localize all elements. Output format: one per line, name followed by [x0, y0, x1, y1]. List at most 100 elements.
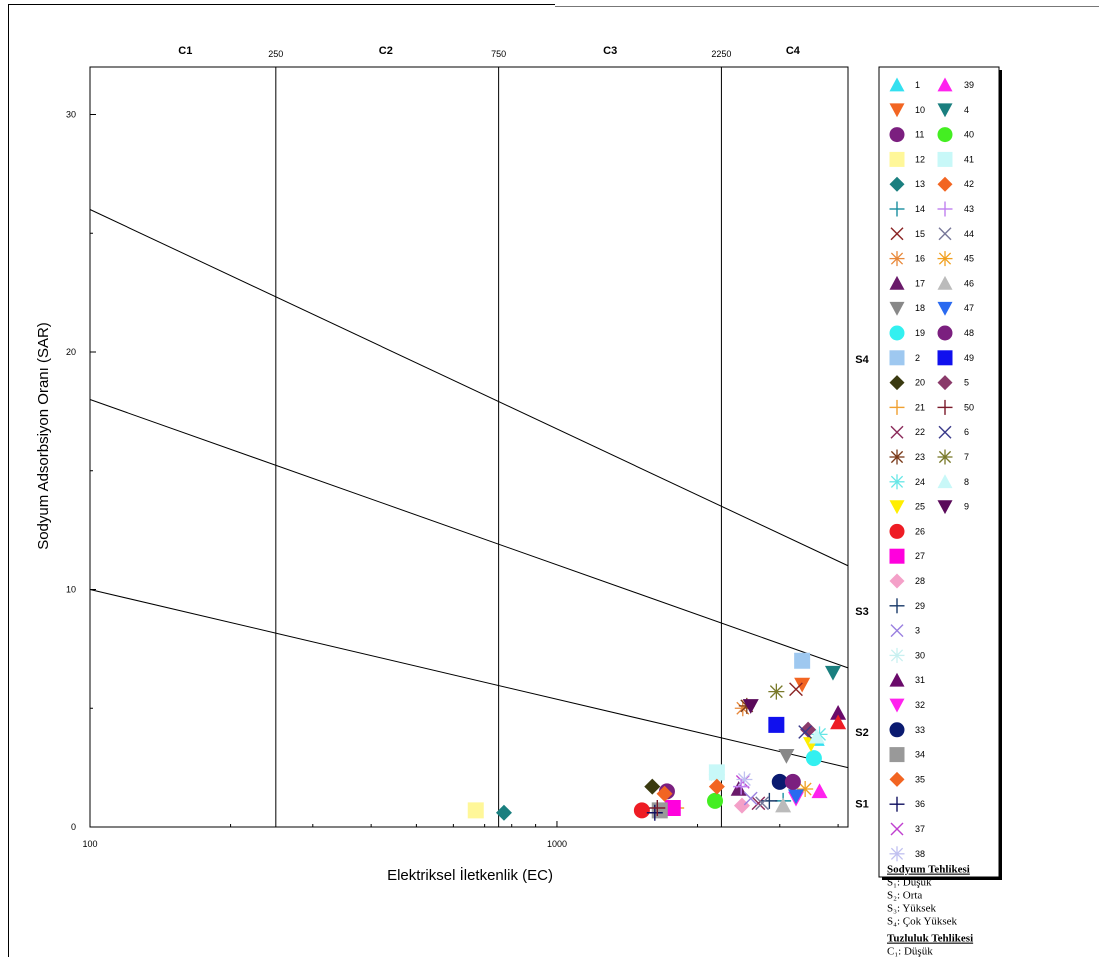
data-point-9 — [742, 699, 759, 714]
marker-shape — [771, 773, 788, 790]
legend-label-7: 7 — [964, 452, 969, 462]
marker-shape — [890, 822, 904, 836]
salinity-hazard-item: C₁: Düşük — [887, 946, 933, 957]
marker-shape — [889, 350, 905, 366]
data-point-35 — [656, 785, 673, 802]
frame-border-top — [8, 4, 555, 5]
salinity-boundary-label: 750 — [491, 49, 506, 59]
marker-shape — [890, 475, 904, 488]
legend-label-46: 46 — [964, 278, 974, 288]
marker-shape — [937, 151, 953, 167]
legend-box — [878, 66, 1000, 878]
marker-shape — [937, 500, 953, 515]
data-point-38 — [736, 771, 753, 788]
legend-label-31: 31 — [915, 675, 925, 685]
legend-label-11: 11 — [915, 130, 924, 140]
legend-marker-10 — [889, 103, 905, 118]
sodium-hazard-item: S₂: Orta — [887, 890, 922, 902]
marker-shape — [889, 672, 905, 687]
sodium-hazard-item: S₄: Çok Yüksek — [887, 916, 958, 928]
legend-marker-47 — [937, 301, 953, 316]
legend-label-29: 29 — [915, 601, 925, 611]
marker-shape — [937, 301, 953, 316]
legend-label-17: 17 — [915, 278, 925, 288]
sodium-hazard-item: S₃: Yüksek — [887, 903, 936, 915]
marker-shape — [737, 773, 751, 786]
data-point-10 — [794, 677, 811, 693]
plot-frame — [89, 66, 849, 828]
marker-shape — [937, 325, 953, 341]
legend-label-13: 13 — [915, 179, 925, 189]
marker-shape — [755, 796, 770, 811]
salinity-class-label: C3 — [603, 45, 617, 57]
legend-label-20: 20 — [915, 378, 925, 388]
sodium-class-label: S2 — [855, 727, 868, 739]
legend-marker-50 — [937, 399, 953, 415]
legend-label-41: 41 — [964, 154, 974, 164]
marker-shape — [664, 800, 681, 816]
salinity-class-label: C2 — [379, 45, 393, 57]
marker-shape — [890, 624, 904, 638]
legend-label-18: 18 — [915, 303, 925, 313]
legend-label-35: 35 — [915, 774, 925, 784]
legend-marker-11 — [889, 127, 905, 143]
data-point-15 — [789, 682, 803, 697]
sodium-hazard-line — [89, 399, 849, 669]
marker-shape — [937, 474, 953, 489]
legend-marker-20 — [889, 375, 905, 391]
legend-label-4: 4 — [964, 105, 969, 115]
x-tick-label: 100 — [82, 839, 97, 849]
marker-shape — [743, 791, 758, 806]
data-point-4 — [824, 665, 841, 681]
marker-shape — [889, 325, 905, 341]
frame-border-left — [8, 4, 9, 957]
marker-shape — [938, 450, 952, 464]
legend-marker-9 — [937, 500, 953, 515]
marker-shape — [890, 425, 904, 439]
data-point-34 — [651, 802, 668, 819]
legend-marker-27 — [889, 548, 905, 564]
legend-label-24: 24 — [915, 477, 925, 487]
data-point-2 — [794, 652, 811, 669]
marker-shape — [889, 151, 905, 167]
plot-area: 0 10 20 30 100 1000 250 750 2250 C1 C2 C3 C4 S4 S3 S2 S1 — [66, 45, 870, 849]
legend-marker-19 — [889, 325, 905, 341]
legend-marker-30 — [889, 647, 905, 663]
legend-label-21: 21 — [915, 402, 925, 412]
legend-marker-31 — [889, 672, 905, 687]
marker-shape — [937, 77, 953, 92]
legend-marker-8 — [937, 474, 953, 489]
data-point-33 — [771, 773, 788, 790]
legend-label-10: 10 — [915, 105, 925, 115]
legend-label-33: 33 — [915, 725, 925, 735]
marker-shape — [937, 176, 953, 192]
legend-label-14: 14 — [915, 204, 925, 214]
y-tick-label: 10 — [66, 585, 76, 595]
marker-shape — [769, 685, 783, 699]
data-point-18 — [778, 748, 795, 764]
legend-label-43: 43 — [964, 204, 974, 214]
marker-shape — [824, 665, 841, 681]
data-point-31 — [830, 705, 847, 720]
legend-label-27: 27 — [915, 551, 925, 561]
y-tick-label: 30 — [66, 110, 76, 120]
legend-marker-33 — [889, 722, 905, 738]
marker-shape — [890, 227, 904, 241]
legend-marker-41 — [937, 151, 953, 167]
data-point-47 — [787, 789, 804, 805]
data-point-28 — [733, 797, 750, 814]
marker-shape — [708, 764, 725, 781]
data-point-49 — [768, 716, 785, 733]
marker-shape — [787, 789, 804, 805]
marker-shape — [789, 682, 803, 697]
legend-label-47: 47 — [964, 303, 974, 313]
legend-marker-13 — [889, 176, 905, 192]
data-point-20 — [644, 778, 661, 795]
legend-marker-7 — [937, 449, 953, 465]
legend-marker-43 — [937, 201, 953, 217]
sodium-class-label: S1 — [855, 798, 868, 810]
y-tick-label: 0 — [71, 822, 76, 832]
marker-shape — [890, 450, 904, 464]
legend-label-28: 28 — [915, 576, 925, 586]
